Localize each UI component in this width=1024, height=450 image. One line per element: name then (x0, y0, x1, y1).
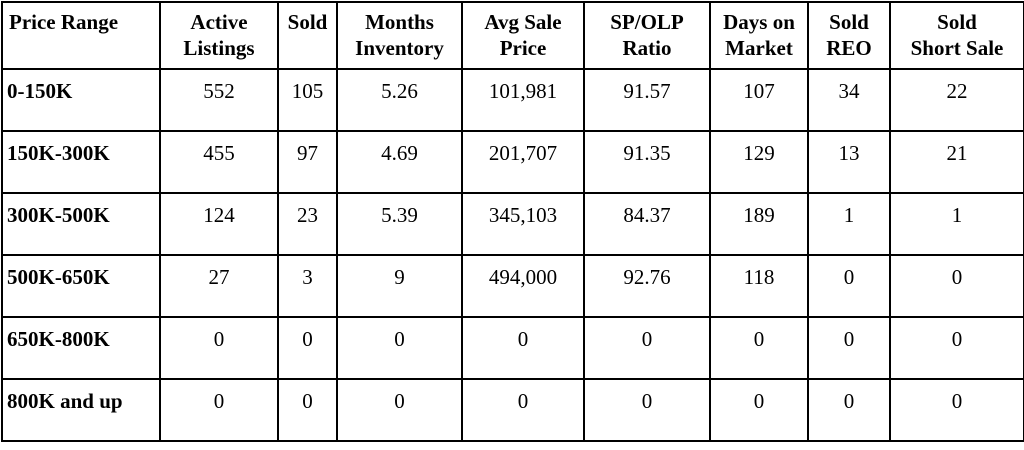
header-days-on-market: Days on Market (709, 1, 809, 70)
sp-olp-ratio-cell: 84.37 (583, 192, 711, 256)
header-sold-reo-line1: Sold (829, 10, 869, 34)
header-row: Price Range Active Listings Sold Months … (1, 1, 1024, 70)
header-active-listings-line2: Listings (183, 36, 255, 60)
price-range-cell: 300K-500K (1, 192, 161, 256)
header-sold-short-sale-line2: Short Sale (910, 36, 1004, 60)
days-on-market-cell: 189 (709, 192, 809, 256)
price-range-cell: 650K-800K (1, 316, 161, 380)
price-range-cell: 800K and up (1, 378, 161, 442)
table-row: 500K-650K 27 3 9 494,000 92.76 118 0 0 (1, 254, 1024, 318)
header-sp-olp-ratio-line2: Ratio (622, 36, 672, 60)
months-inventory-cell: 0 (336, 378, 463, 442)
avg-sale-price-cell: 0 (461, 378, 585, 442)
header-avg-sale-price-line1: Avg Sale (484, 10, 562, 34)
sp-olp-ratio-cell: 91.35 (583, 130, 711, 194)
table-row: 650K-800K 0 0 0 0 0 0 0 0 (1, 316, 1024, 380)
market-stats-table: Price Range Active Listings Sold Months … (1, 1, 1024, 442)
header-months-inventory-line2: Inventory (355, 36, 444, 60)
active-listings-cell: 552 (159, 68, 279, 132)
sp-olp-ratio-cell: 91.57 (583, 68, 711, 132)
sold-reo-cell: 0 (807, 316, 891, 380)
table-row: 800K and up 0 0 0 0 0 0 0 0 (1, 378, 1024, 442)
months-inventory-cell: 9 (336, 254, 463, 318)
days-on-market-cell: 0 (709, 378, 809, 442)
header-active-listings-line1: Active (190, 10, 248, 34)
avg-sale-price-cell: 101,981 (461, 68, 585, 132)
header-price-range: Price Range (1, 1, 161, 70)
header-sp-olp-ratio-line1: SP/OLP (610, 10, 684, 34)
sp-olp-ratio-cell: 92.76 (583, 254, 711, 318)
price-range-cell: 0-150K (1, 68, 161, 132)
sold-short-sale-cell: 0 (889, 254, 1024, 318)
price-range-cell: 500K-650K (1, 254, 161, 318)
sold-short-sale-cell: 1 (889, 192, 1024, 256)
avg-sale-price-cell: 0 (461, 316, 585, 380)
sold-reo-cell: 0 (807, 254, 891, 318)
sold-cell: 0 (277, 316, 338, 380)
header-sp-olp-ratio: SP/OLP Ratio (583, 1, 711, 70)
avg-sale-price-cell: 345,103 (461, 192, 585, 256)
sold-cell: 105 (277, 68, 338, 132)
sold-cell: 23 (277, 192, 338, 256)
days-on-market-cell: 107 (709, 68, 809, 132)
sold-reo-cell: 34 (807, 68, 891, 132)
sold-cell: 3 (277, 254, 338, 318)
header-months-inventory: Months Inventory (336, 1, 463, 70)
active-listings-cell: 0 (159, 316, 279, 380)
months-inventory-cell: 5.39 (336, 192, 463, 256)
table-row: 300K-500K 124 23 5.39 345,103 84.37 189 … (1, 192, 1024, 256)
header-sold-reo: Sold REO (807, 1, 891, 70)
header-sold: Sold (277, 1, 338, 70)
table-row: 150K-300K 455 97 4.69 201,707 91.35 129 … (1, 130, 1024, 194)
active-listings-cell: 27 (159, 254, 279, 318)
price-range-cell: 150K-300K (1, 130, 161, 194)
months-inventory-cell: 0 (336, 316, 463, 380)
days-on-market-cell: 129 (709, 130, 809, 194)
active-listings-cell: 455 (159, 130, 279, 194)
sp-olp-ratio-cell: 0 (583, 316, 711, 380)
header-sold-reo-line2: REO (826, 36, 872, 60)
sold-short-sale-cell: 21 (889, 130, 1024, 194)
avg-sale-price-cell: 494,000 (461, 254, 585, 318)
sold-reo-cell: 1 (807, 192, 891, 256)
sold-cell: 97 (277, 130, 338, 194)
days-on-market-cell: 118 (709, 254, 809, 318)
months-inventory-cell: 4.69 (336, 130, 463, 194)
header-days-on-market-line2: Market (725, 36, 793, 60)
sold-reo-cell: 0 (807, 378, 891, 442)
header-active-listings: Active Listings (159, 1, 279, 70)
sold-short-sale-cell: 0 (889, 316, 1024, 380)
header-avg-sale-price-line2: Price (499, 36, 547, 60)
sold-reo-cell: 13 (807, 130, 891, 194)
active-listings-cell: 0 (159, 378, 279, 442)
header-sold-line1: Sold (287, 10, 328, 34)
active-listings-cell: 124 (159, 192, 279, 256)
header-sold-short-sale-line1: Sold (937, 10, 977, 34)
avg-sale-price-cell: 201,707 (461, 130, 585, 194)
table-row: 0-150K 552 105 5.26 101,981 91.57 107 34… (1, 68, 1024, 132)
header-price-range-line1: Price Range (9, 10, 119, 34)
header-months-inventory-line1: Months (365, 10, 434, 34)
sold-short-sale-cell: 22 (889, 68, 1024, 132)
header-days-on-market-line1: Days on (723, 10, 795, 34)
sold-short-sale-cell: 0 (889, 378, 1024, 442)
header-avg-sale-price: Avg Sale Price (461, 1, 585, 70)
days-on-market-cell: 0 (709, 316, 809, 380)
sold-cell: 0 (277, 378, 338, 442)
header-sold-short-sale: Sold Short Sale (889, 1, 1024, 70)
months-inventory-cell: 5.26 (336, 68, 463, 132)
sp-olp-ratio-cell: 0 (583, 378, 711, 442)
